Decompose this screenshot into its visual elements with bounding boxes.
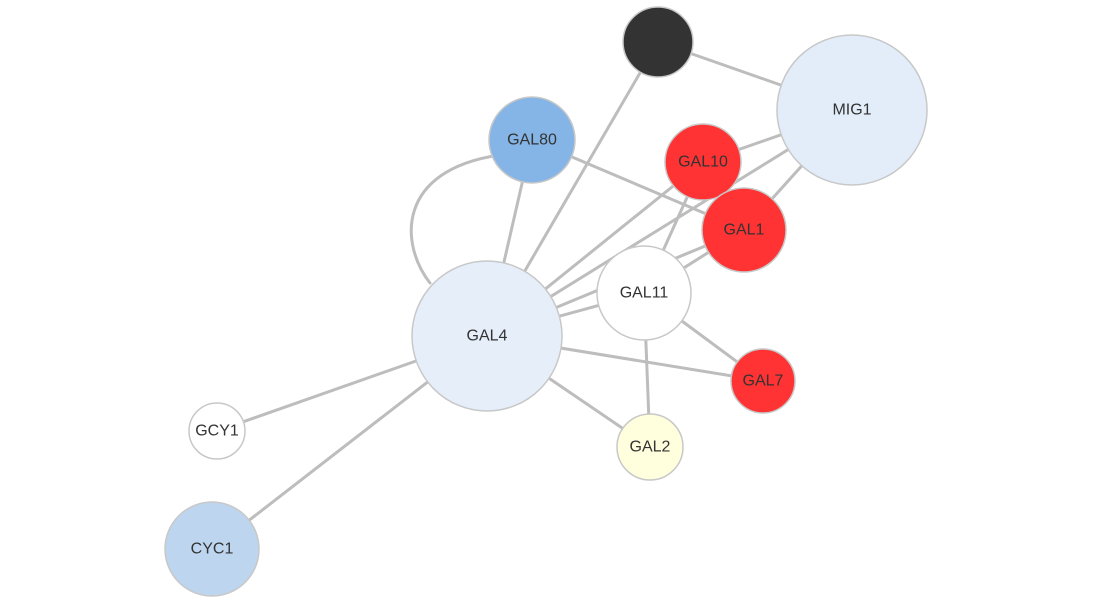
node-gcy1[interactable]: GCY1 <box>188 402 246 460</box>
node-gal10[interactable]: GAL10 <box>664 123 742 201</box>
node-circle[interactable] <box>488 96 576 184</box>
node-gal1[interactable]: GAL1 <box>701 187 787 273</box>
node-circle[interactable] <box>730 348 796 414</box>
node-circle[interactable] <box>164 501 260 597</box>
node-cyc1[interactable]: CYC1 <box>164 501 260 597</box>
node-circle[interactable] <box>411 260 563 412</box>
node-circle[interactable] <box>622 6 694 78</box>
node-mig1[interactable]: MIG1 <box>776 34 928 186</box>
node-gal80[interactable]: GAL80 <box>488 96 576 184</box>
node-circle[interactable] <box>596 245 692 341</box>
nodes-layer: MIG1 GAL80 GAL10 GAL1 GAL11 GAL4 GAL7 G <box>164 6 928 597</box>
node-circle[interactable] <box>776 34 928 186</box>
node-circle[interactable] <box>664 123 742 201</box>
edge-gal80-gal4-curved <box>409 153 502 285</box>
node-unlabeled[interactable] <box>622 6 694 78</box>
node-gal4[interactable]: GAL4 <box>411 260 563 412</box>
node-gal7[interactable]: GAL7 <box>730 348 796 414</box>
node-circle[interactable] <box>701 187 787 273</box>
node-gal2[interactable]: GAL2 <box>616 413 684 481</box>
node-gal11[interactable]: GAL11 <box>596 245 692 341</box>
node-circle[interactable] <box>188 402 246 460</box>
node-circle[interactable] <box>616 413 684 481</box>
